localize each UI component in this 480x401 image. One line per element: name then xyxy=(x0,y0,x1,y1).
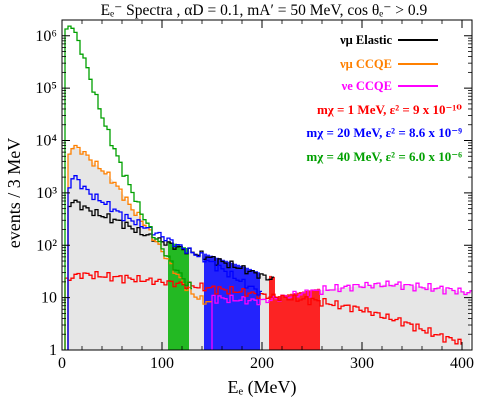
y-tick-label: 10² xyxy=(36,237,57,254)
chart-title: Eₑ⁻ Spectra , αD = 0.1, mA′ = 50 MeV, co… xyxy=(101,2,428,19)
x-axis-label: Eₑ (MeV) xyxy=(227,377,296,398)
plot-frame xyxy=(61,19,473,351)
signal-series-2 xyxy=(64,25,192,350)
y-tick-label: 10⁵ xyxy=(35,80,57,97)
legend-label-0: νμ Elastic xyxy=(339,33,392,47)
y-axis-label: events / 3 MeV xyxy=(4,138,24,248)
signal-fill-1 xyxy=(204,253,260,350)
signal-series-1 xyxy=(67,175,262,350)
legend-label-1: νμ CCQE xyxy=(339,57,392,71)
y-tick-label: 10⁶ xyxy=(35,28,57,45)
x-tick-label: 300 xyxy=(350,355,374,372)
legend-label-5: mχ = 40 MeV, ε² = 6.0 x 10⁻⁶ xyxy=(306,149,462,164)
x-tick-label: 0 xyxy=(58,355,66,372)
x-tick-label: 200 xyxy=(250,355,274,372)
y-tick-label: 10⁴ xyxy=(35,133,57,150)
background-series-0 xyxy=(67,199,274,350)
y-tick-label: 10³ xyxy=(36,185,57,202)
signal-series-0 xyxy=(64,271,462,350)
y-tick-label: 1 xyxy=(49,342,57,359)
signal-fill-2 xyxy=(168,241,189,350)
legend-label-4: mχ = 20 MeV, ε² = 8.6 x 10⁻⁹ xyxy=(306,125,462,140)
background-series-2 xyxy=(211,280,472,350)
y-tick-label: 10 xyxy=(41,290,57,307)
background-series-1 xyxy=(67,144,212,350)
legend-label-3: mχ = 1 MeV, ε² = 9 x 10⁻¹⁰ xyxy=(317,102,462,117)
x-tick-label: 100 xyxy=(150,355,174,372)
legend-label-2: νe CCQE xyxy=(341,79,392,93)
signal-fill-0 xyxy=(269,275,320,350)
x-tick-label: 400 xyxy=(450,355,474,372)
